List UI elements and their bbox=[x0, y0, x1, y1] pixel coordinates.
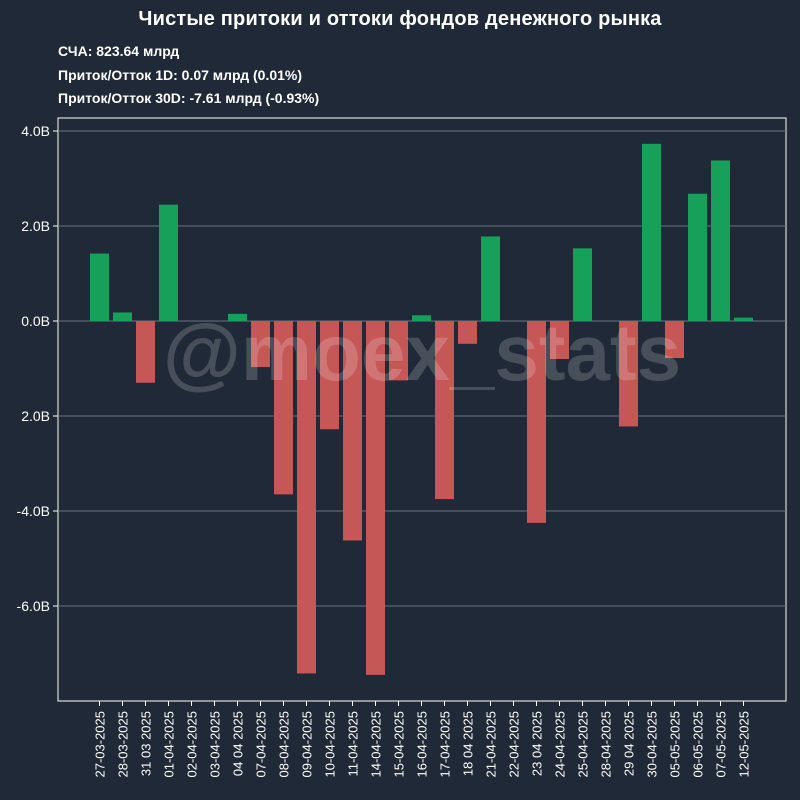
x-tick-label: 03-04-2025 bbox=[208, 711, 223, 778]
x-tick-label: 27-03-2025 bbox=[93, 711, 108, 778]
flow-30d-stat: Приток/Отток 30D: -7.61 млрд (-0.93%) bbox=[58, 90, 320, 106]
bar-14-04-2025 bbox=[366, 321, 385, 675]
bar-07-05-2025 bbox=[711, 160, 730, 321]
x-tick-label: 28-03-2025 bbox=[116, 711, 131, 778]
bar-12-05-2025 bbox=[734, 317, 753, 321]
bar-29 04 2025 bbox=[619, 321, 638, 427]
bar-05-05-2025 bbox=[665, 321, 684, 359]
bar-10-04-2025 bbox=[320, 321, 339, 430]
x-tick-label: 02-04-2025 bbox=[185, 711, 200, 778]
bars bbox=[90, 143, 753, 675]
watermark: @moex_stats bbox=[163, 308, 681, 397]
x-tick-label: 16-04-2025 bbox=[415, 711, 430, 778]
x-tick-label: 10-04-2025 bbox=[323, 711, 338, 778]
x-tick-label: 07-05-2025 bbox=[714, 711, 729, 778]
bar-28-03-2025 bbox=[113, 312, 132, 321]
x-tick-label: 28-04-2025 bbox=[599, 711, 614, 778]
bar-15-04-2025 bbox=[389, 321, 408, 381]
bar-08-04-2025 bbox=[274, 321, 293, 495]
bar-23 04 2025 bbox=[527, 321, 546, 523]
y-tick-label: -4.0B bbox=[17, 503, 50, 519]
bar-27-03-2025 bbox=[90, 253, 109, 321]
bar-30-04-2025 bbox=[642, 143, 661, 321]
bar-11-04-2025 bbox=[343, 321, 362, 541]
bar-18 04 2025 bbox=[458, 321, 477, 344]
x-tick-label: 29 04 2025 bbox=[622, 711, 637, 776]
nav-stat: СЧА: 823.64 млрд bbox=[58, 43, 180, 59]
x-tick-label: 09-04-2025 bbox=[300, 711, 315, 778]
x-tick-label: 11-04-2025 bbox=[346, 711, 361, 777]
x-tick-label: 18 04 2025 bbox=[461, 711, 476, 776]
bar-17-04-2025 bbox=[435, 321, 454, 500]
y-tick-label: -6.0B bbox=[17, 598, 50, 614]
x-tick-label: 24-04-2025 bbox=[553, 711, 568, 778]
y-tick-label: 4.0B bbox=[21, 123, 50, 139]
x-tick-label: 08-04-2025 bbox=[277, 711, 292, 778]
x-tick-label: 22-04-2025 bbox=[507, 711, 522, 778]
x-tick-label: 14-04-2025 bbox=[369, 711, 384, 778]
y-tick-label: 2.0B bbox=[21, 218, 50, 234]
flow-1d-stat: Приток/Отток 1D: 0.07 млрд (0.01%) bbox=[58, 67, 303, 83]
x-tick-label: 04 04 2025 bbox=[231, 711, 246, 776]
x-tick-label: 31 03 2025 bbox=[139, 711, 154, 776]
bar-09-04-2025 bbox=[297, 321, 316, 674]
bar-31 03 2025 bbox=[136, 321, 155, 383]
x-tick-label: 21-04-2025 bbox=[484, 711, 499, 778]
bar-04 04 2025 bbox=[228, 313, 247, 321]
bar-07-04-2025 bbox=[251, 321, 270, 368]
x-tick-label: 12-05-2025 bbox=[737, 711, 752, 778]
bar-01-04-2025 bbox=[159, 204, 178, 321]
y-tick-label: 2.0B bbox=[21, 408, 50, 424]
y-tick-label: 0.0B bbox=[21, 313, 50, 329]
chart-title: Чистые притоки и оттоки фондов денежного… bbox=[138, 8, 662, 30]
bar-24-04-2025 bbox=[550, 321, 569, 359]
x-tick-label: 07-04-2025 bbox=[254, 711, 269, 778]
x-tick-label: 15-04-2025 bbox=[392, 711, 407, 778]
x-tick-label: 01-04-2025 bbox=[162, 711, 177, 778]
x-tick-label: 23 04 2025 bbox=[530, 711, 545, 776]
bar-16-04-2025 bbox=[412, 315, 431, 321]
x-tick-label: 30-04-2025 bbox=[645, 711, 660, 778]
x-tick-label: 17-04-2025 bbox=[438, 711, 453, 778]
y-axis: 4.0B 2.0B 0.0B 2.0B -4.0B -6.0B bbox=[17, 123, 58, 614]
x-tick-label: 25-04-2025 bbox=[576, 711, 591, 778]
x-tick-label: 05-05-2025 bbox=[668, 711, 683, 778]
grid-lines bbox=[58, 130, 786, 607]
x-tick-label: 06-05-2025 bbox=[691, 711, 706, 778]
bar-25-04-2025 bbox=[573, 248, 592, 321]
bar-06-05-2025 bbox=[688, 193, 707, 321]
x-axis: 27-03-2025 28-03-2025 31 03 2025 01-04-2025… bbox=[93, 701, 752, 778]
bar-21-04-2025 bbox=[481, 236, 500, 321]
